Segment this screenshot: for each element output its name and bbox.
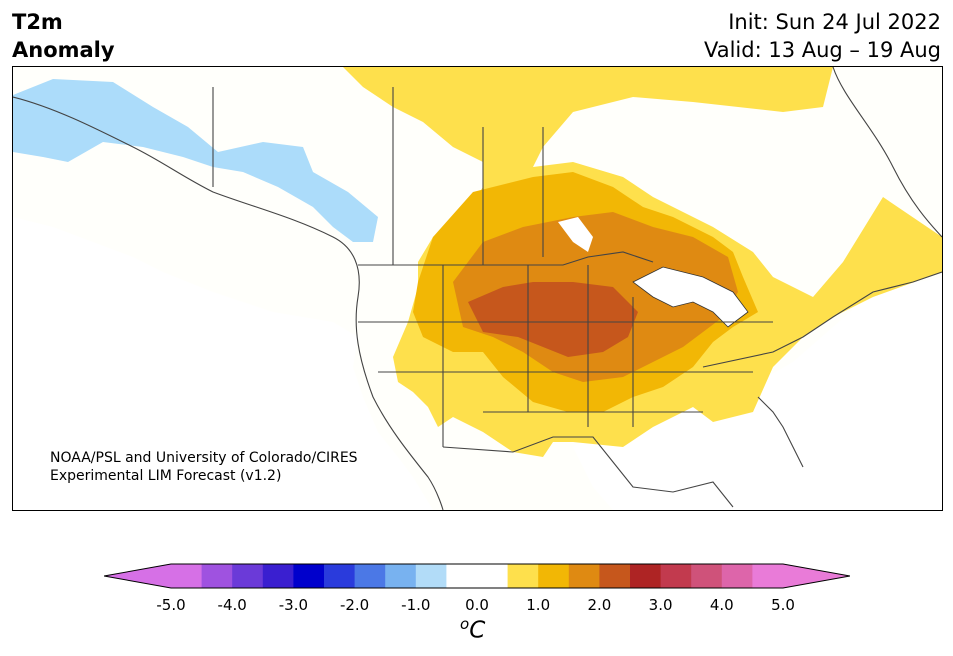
map-title: T2m Anomaly	[12, 8, 115, 64]
colorbar-segment	[477, 564, 509, 588]
colorbar-segment	[324, 564, 356, 588]
colorbar-tick-label: -5.0	[156, 596, 186, 614]
colorbar-segment	[599, 564, 631, 588]
colorbar-segment	[293, 564, 325, 588]
colorbar-tick-label: -2.0	[339, 596, 370, 614]
map-boundaries	[13, 67, 942, 510]
colorbar-tick-label: -3.0	[278, 596, 309, 614]
colorbar-segment	[446, 564, 478, 588]
warm-anomaly-rust	[468, 282, 638, 357]
forecast-dates: Init: Sun 24 Jul 2022 Valid: 13 Aug – 19…	[704, 8, 941, 64]
title-variable: T2m	[12, 10, 63, 34]
init-date: Init: Sun 24 Jul 2022	[728, 10, 941, 34]
colorbar	[104, 563, 850, 589]
lake-winnipeg	[558, 217, 593, 252]
colorbar-over-arrow	[783, 564, 850, 588]
pacific-ocean	[13, 217, 433, 510]
colorbar-tick-label: 0.0	[465, 596, 489, 614]
colorbar-segment	[262, 564, 294, 588]
valid-date: Valid: 13 Aug – 19 Aug	[703, 38, 941, 62]
unit-degree: o	[460, 615, 470, 633]
colorbar-segment	[232, 564, 264, 588]
colorbar-ticks: -5.0 -4.0 -3.0 -2.0 -1.0 0.0 1.0 2.0 3.0 4.0 5.0	[0, 596, 953, 618]
colorbar-tick-label: 5.0	[771, 596, 795, 614]
cold-anomaly-alaska	[13, 79, 378, 242]
anomaly-map: NOAA/PSL and University of Colorado/CIRE…	[13, 67, 942, 510]
colorbar-tick-label: -1.0	[401, 596, 431, 614]
colorbar-tick-label: 2.0	[587, 596, 612, 614]
colorbar-segment	[630, 564, 662, 588]
map-panel: NOAA/PSL and University of Colorado/CIRE…	[12, 66, 943, 511]
colorbar-segment	[201, 564, 233, 588]
colorbar-under-arrow	[104, 564, 171, 588]
colorbar-segment	[660, 564, 692, 588]
colorbar-outline	[104, 563, 850, 589]
colorbar-tick-label: -4.0	[217, 596, 247, 614]
unit-letter: C	[469, 617, 486, 644]
colorbar-segment	[568, 564, 600, 588]
credit-line-2: Experimental LIM Forecast (v1.2)	[50, 468, 282, 484]
great-lakes	[632, 266, 749, 328]
colorbar-segment	[691, 564, 723, 588]
colorbar-tick-label: 4.0	[709, 596, 734, 614]
colorbar-segment	[507, 564, 539, 588]
unit-label: oC	[460, 615, 485, 644]
credit-text: NOAA/PSL and University of Colorado/CIRE…	[50, 449, 358, 485]
colorbar-segment	[171, 564, 203, 588]
colorbar-segment	[752, 564, 784, 588]
colorbar-segment	[538, 564, 570, 588]
colorbar-segments	[171, 564, 784, 588]
colorbar-segment	[721, 564, 753, 588]
colorbar-tick-label: 3.0	[648, 596, 673, 614]
credit-line-1: NOAA/PSL and University of Colorado/CIRE…	[50, 450, 358, 466]
colorbar-segment	[415, 564, 447, 588]
colorbar-segment	[385, 564, 417, 588]
colorbar-segment	[354, 564, 386, 588]
colorbar-tick-label: 1.0	[526, 596, 551, 614]
title-type: Anomaly	[12, 38, 115, 62]
